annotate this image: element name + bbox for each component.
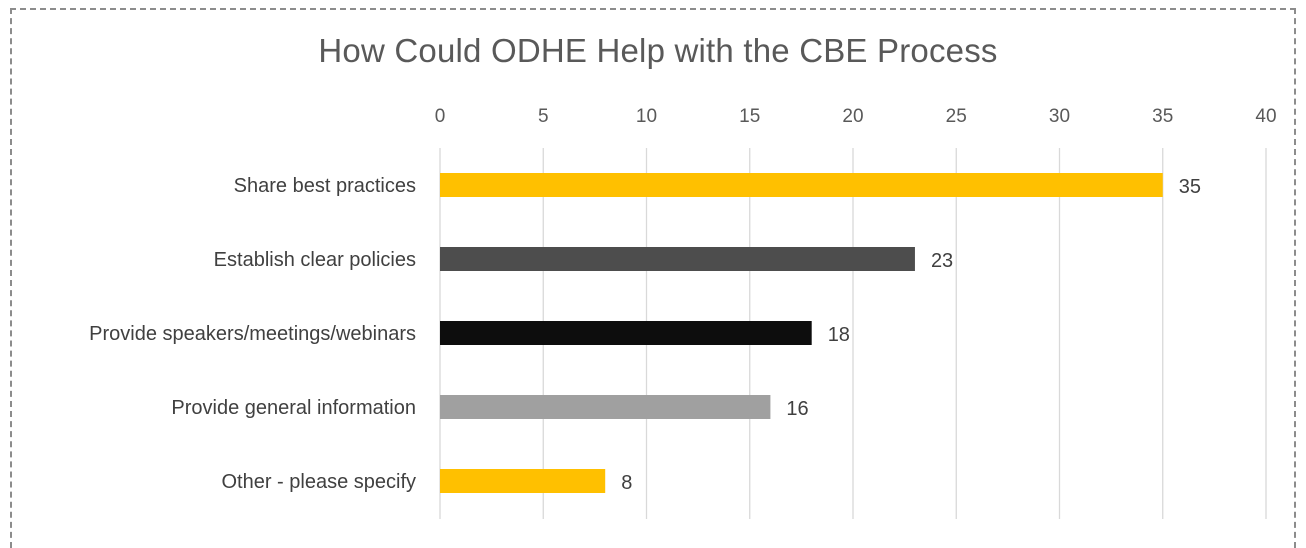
x-tick-label: 35: [1152, 106, 1173, 127]
category-label: Other - please specify: [221, 471, 416, 493]
data-label: 18: [828, 324, 850, 346]
category-label: Establish clear policies: [214, 249, 416, 271]
chart-frame: [10, 8, 1296, 548]
data-label: 35: [1179, 176, 1201, 198]
data-label: 8: [621, 472, 632, 494]
x-tick-label: 30: [1049, 106, 1070, 127]
bar: [440, 321, 812, 345]
category-label: Provide speakers/meetings/webinars: [89, 323, 416, 345]
data-label: 16: [786, 398, 808, 420]
category-label: Share best practices: [234, 175, 416, 197]
bar: [440, 173, 1163, 197]
category-labels: Share best practices Establish clear poli…: [89, 175, 416, 493]
category-label: Provide general information: [171, 397, 416, 419]
data-labels: 35 23 18 16 8: [621, 176, 1201, 494]
x-tick-label: 40: [1255, 106, 1276, 127]
bar: [440, 247, 915, 271]
x-tick-label: 25: [946, 106, 967, 127]
bar: [440, 395, 771, 419]
data-label: 23: [931, 250, 953, 272]
x-tick-label: 20: [842, 106, 863, 127]
bar: [440, 469, 606, 493]
x-tick-label: 10: [636, 106, 657, 127]
bars: [440, 173, 1163, 493]
chart-title: How Could ODHE Help with the CBE Process: [318, 32, 998, 69]
x-tick-label: 5: [538, 106, 549, 127]
x-tick-label: 15: [739, 106, 760, 127]
x-tick-label: 0: [435, 106, 446, 127]
x-axis-ticks: 0 5 10 15 20 25 30 35 40: [435, 106, 1277, 127]
